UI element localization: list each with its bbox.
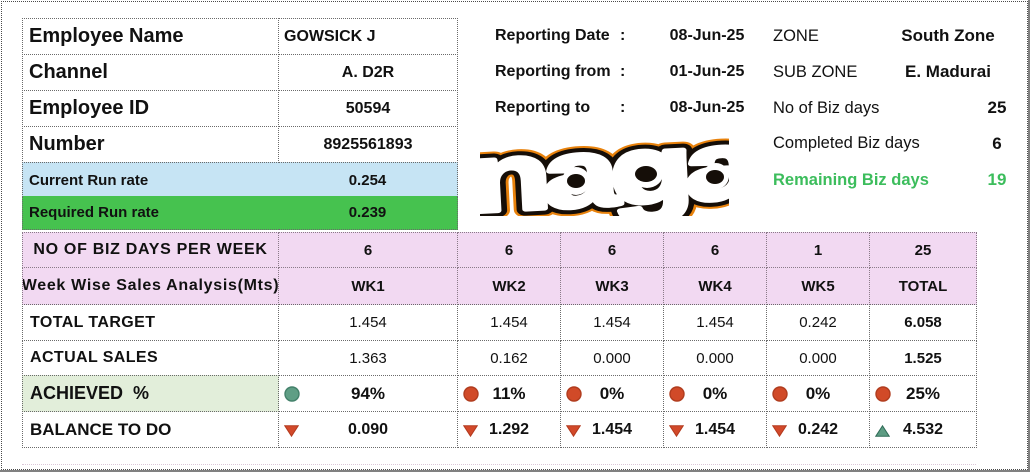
svg-text:naga: naga [480, 138, 729, 216]
svg-text:naga: naga [480, 138, 729, 216]
svg-text:naga: naga [480, 138, 729, 216]
